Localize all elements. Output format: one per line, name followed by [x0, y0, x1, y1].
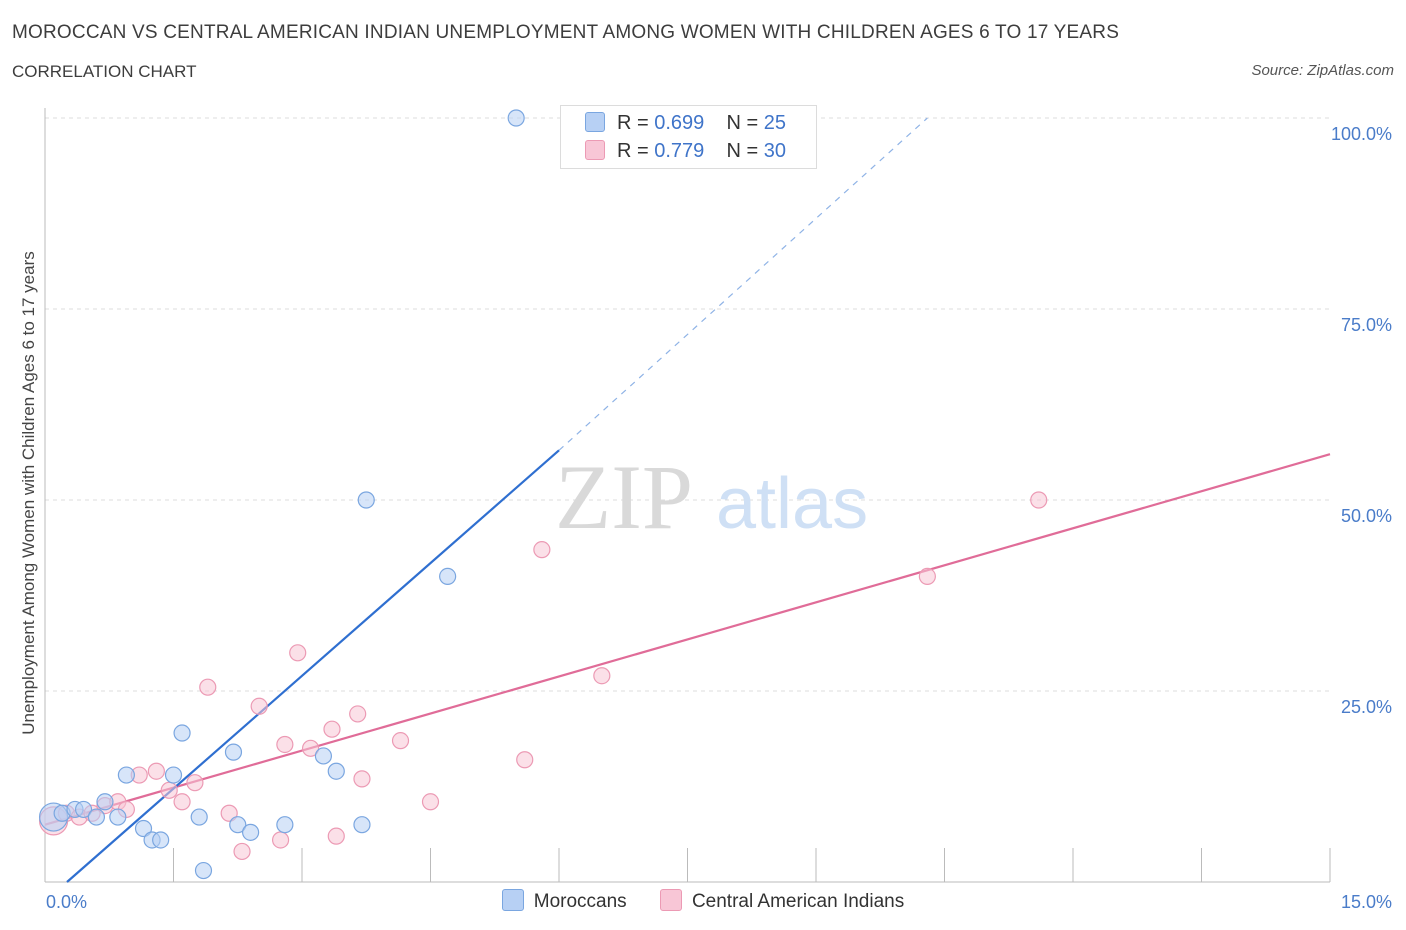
legend-row-central-american-indians: R = 0.779 N = 30: [585, 140, 786, 166]
cai-point: [301, 739, 320, 757]
legend-row-moroccans: R = 0.699 N = 25: [585, 112, 786, 138]
cai-point: [276, 735, 294, 754]
moroccans-point: [314, 747, 333, 765]
moroccans-point: [507, 109, 525, 127]
legend-label: Central American Indians: [691, 891, 905, 912]
moroccans-point: [439, 567, 457, 586]
cai-point: [391, 732, 410, 750]
moroccans-swatch: [501, 889, 524, 911]
y-tick-label: 50.0%: [1341, 506, 1392, 526]
n-value: 30: [763, 140, 787, 162]
cai-point: [593, 667, 611, 685]
cai-point: [421, 793, 440, 811]
watermark: ZIP atlas: [555, 446, 868, 548]
cai-point: [271, 831, 290, 849]
legend-label: Moroccans: [533, 891, 627, 912]
cai-point: [327, 827, 345, 845]
moroccans-point: [152, 831, 170, 849]
moroccans-point: [242, 823, 260, 841]
chart-subtitle: CORRELATION CHART: [12, 62, 197, 81]
moroccans-point: [224, 743, 243, 761]
r-label: R =: [617, 112, 655, 134]
n-value: 25: [763, 112, 787, 134]
cai-point: [173, 793, 191, 811]
moroccans-point: [96, 793, 114, 811]
r-label: R =: [617, 140, 655, 162]
cai-swatch: [659, 889, 682, 911]
trend-line-central-american-indians: [44, 453, 1331, 826]
cai-point: [160, 781, 178, 799]
cai-point: [516, 751, 534, 769]
moroccans-point: [194, 861, 213, 880]
moroccans-point: [117, 766, 135, 784]
series-central-american-indians: [38, 491, 1048, 861]
moroccans-point: [87, 808, 106, 826]
cai-point: [147, 762, 165, 780]
watermark-atlas: atlas: [716, 464, 868, 544]
gridlines: [45, 117, 1330, 692]
cai-point: [220, 804, 238, 822]
cai-point: [233, 842, 251, 861]
cai-point: [250, 697, 268, 715]
moroccans-point: [164, 766, 183, 784]
legend-item-central-american-indians[interactable]: Central American Indians: [659, 889, 905, 913]
source-label: Source: ZipAtlas.com: [1251, 62, 1394, 79]
axes: [44, 108, 1331, 883]
cai-point: [1030, 491, 1048, 509]
cai-point: [353, 770, 371, 788]
x-tick-label: 15.0%: [1341, 892, 1392, 912]
trend-line-moroccans: [66, 449, 560, 883]
legend-item-moroccans[interactable]: Moroccans: [501, 889, 627, 913]
moroccans-point: [74, 800, 93, 819]
r-value: 0.779: [654, 140, 705, 162]
series-legend: Moroccans Central American Indians: [0, 889, 1406, 913]
y-tick-label: 25.0%: [1341, 697, 1392, 717]
cai-point: [289, 644, 307, 662]
x-tick-label: 0.0%: [46, 892, 87, 912]
chart-title: MOROCCAN VS CENTRAL AMERICAN INDIAN UNEM…: [12, 22, 1120, 43]
moroccans-point: [190, 808, 208, 826]
watermark-zip: ZIP: [555, 446, 693, 548]
moroccans-point: [276, 816, 294, 834]
cai-swatch: [585, 140, 605, 160]
n-label: N =: [726, 112, 764, 134]
moroccans-point: [134, 819, 153, 838]
moroccans-swatch: [585, 112, 605, 132]
n-label: N =: [726, 140, 764, 162]
series-moroccans: [38, 109, 525, 880]
moroccans-point: [357, 491, 375, 509]
moroccans-point: [353, 816, 371, 834]
moroccans-point: [173, 724, 191, 742]
cai-point: [199, 678, 217, 696]
trend-line-moroccans-extension: [558, 117, 928, 451]
correlation-legend: R = 0.699 N = 25 R = 0.779 N = 30: [560, 105, 817, 169]
cai-point: [323, 720, 341, 738]
tick-labels: 25.0% 50.0% 75.0% 100.0% 0.0% 15.0%: [46, 124, 1392, 912]
trend-lines: [44, 117, 1331, 883]
cai-point: [186, 774, 204, 792]
cai-point: [533, 541, 551, 559]
moroccans-point: [229, 816, 247, 834]
y-tick-label: 75.0%: [1341, 315, 1392, 335]
y-axis-label: Unemployment Among Women with Children A…: [19, 251, 38, 735]
y-tick-label: 100.0%: [1331, 124, 1392, 144]
r-value: 0.699: [654, 112, 705, 134]
moroccans-point: [109, 808, 127, 826]
moroccans-point: [327, 762, 345, 780]
cai-point: [918, 567, 936, 586]
cai-point: [349, 705, 367, 723]
